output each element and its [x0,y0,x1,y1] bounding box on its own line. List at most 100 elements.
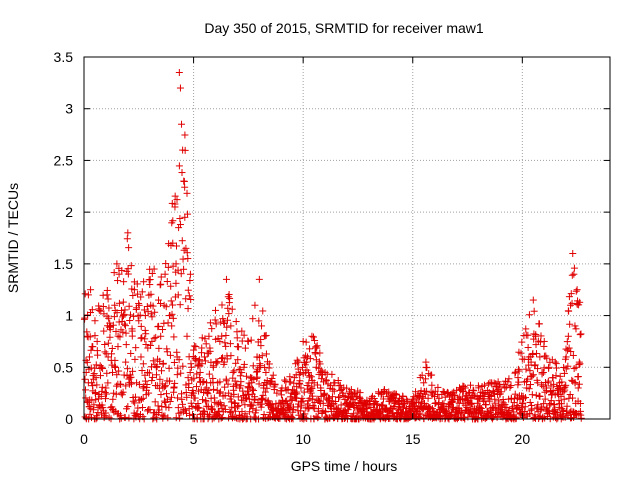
data-point [195,374,203,382]
data-point [260,411,268,419]
data-point [480,381,488,389]
x-tick-label: 15 [405,431,421,447]
data-point [343,410,351,418]
data-point [576,331,584,339]
data-point [212,320,220,328]
data-point [148,313,156,321]
data-point [186,276,194,284]
data-point [167,282,175,290]
data-point [270,386,278,394]
data-point [121,322,129,330]
data-point [159,384,167,392]
data-point [249,405,257,413]
data-point [89,406,97,414]
data-point [91,332,99,340]
data-point [140,278,148,286]
data-point [382,389,390,397]
data-point [108,350,116,358]
data-point [149,302,157,310]
data-point [108,368,116,376]
data-point [103,390,111,398]
data-point [273,389,281,397]
data-point [160,319,168,327]
data-point [255,380,263,388]
data-point [399,393,407,401]
data-point [258,322,266,330]
data-point [369,399,377,407]
data-point [253,374,261,382]
data-point [171,203,179,211]
data-point [567,290,575,298]
data-point [228,305,236,313]
data-point [161,383,169,391]
x-axis-label: GPS time / hours [291,458,398,474]
data-point [469,386,477,394]
data-point [307,389,315,397]
data-point [192,383,200,391]
data-point [205,332,213,340]
data-point [217,414,225,422]
data-point [228,403,236,411]
data-point [163,345,171,353]
data-point [516,395,524,403]
data-point [418,371,426,379]
data-point [184,374,192,382]
data-point [312,363,320,371]
data-point [134,404,142,412]
y-tick-label: 2 [65,204,73,220]
data-point [288,395,296,403]
data-point [173,353,181,361]
data-point [262,331,270,339]
x-tick-labels: 0 5 10 15 20 [80,431,530,447]
data-point [526,398,534,406]
data-point [497,388,505,396]
data-point [175,162,183,170]
data-point [526,410,534,418]
data-point [543,354,551,362]
data-point [141,326,149,334]
data-point [113,260,121,268]
data-point [277,391,285,399]
data-point [318,367,326,375]
data-point [101,348,109,356]
data-point [165,404,173,412]
data-point [325,394,333,402]
data-point [183,189,191,197]
data-point [455,405,463,413]
data-point [531,361,539,369]
data-point [569,351,577,359]
data-point [316,349,324,357]
data-point [128,380,136,388]
data-point [224,380,232,388]
data-point [138,334,146,342]
data-point [208,325,216,333]
data-point [334,376,342,384]
data-point [178,395,186,403]
data-point [192,343,200,351]
data-point [135,317,143,325]
data-point [194,361,202,369]
data-point [553,389,561,397]
data-point [528,391,536,399]
data-point [556,372,564,380]
data-point [409,399,417,407]
data-point [389,405,397,413]
data-point [171,379,179,387]
data-point [378,401,386,409]
data-point [157,367,165,375]
data-point [544,377,552,385]
data-point [183,332,191,340]
data-point [576,298,584,306]
data-point [148,377,156,385]
data-point [227,322,235,330]
data-point [170,358,178,366]
data-point [253,373,261,381]
data-point [142,341,150,349]
data-point [166,377,174,385]
data-point [231,413,239,421]
data-point [133,379,141,387]
data-point [222,342,230,350]
data-point [296,377,304,385]
data-point [496,383,504,391]
data-point [475,384,483,392]
